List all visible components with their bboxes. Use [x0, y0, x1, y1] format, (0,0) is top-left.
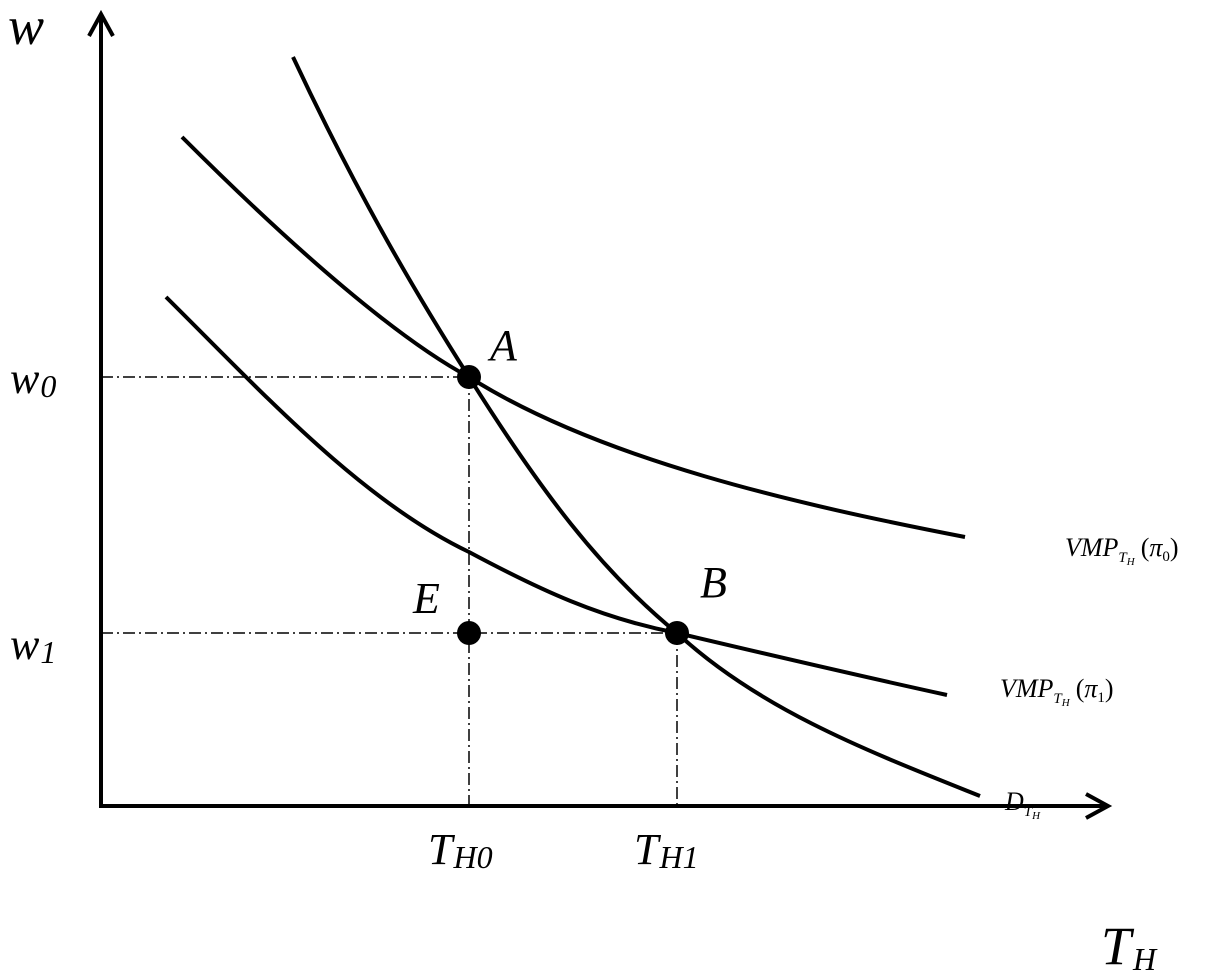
- vmp-pi1-label: VMPTH (π1): [1000, 674, 1114, 709]
- x-tick-th1: TH1: [634, 825, 699, 875]
- point-b-marker: [665, 621, 689, 645]
- vmp-pi0-curve: [180, 135, 966, 539]
- x-axis-arrow: [1085, 792, 1113, 820]
- point-a-marker: [457, 365, 481, 389]
- x-tick-th0: TH0: [428, 825, 493, 875]
- y-axis-arrow: [87, 9, 115, 37]
- point-b-label: B: [700, 558, 727, 607]
- y-axis-label: w: [8, 0, 44, 56]
- point-e-marker: [457, 621, 481, 645]
- demand-curve: [291, 56, 981, 798]
- vmp-pi0-label: VMPTH (π0): [1065, 533, 1179, 568]
- x-axis-label: TH: [1101, 916, 1158, 974]
- demand-label: DTH: [1004, 787, 1041, 822]
- point-a-label: A: [487, 321, 518, 370]
- vmp-pi1-curve: [164, 295, 948, 697]
- point-e-label: E: [412, 574, 440, 623]
- y-tick-w1: w1: [10, 620, 56, 670]
- y-tick-w0: w0: [10, 354, 56, 404]
